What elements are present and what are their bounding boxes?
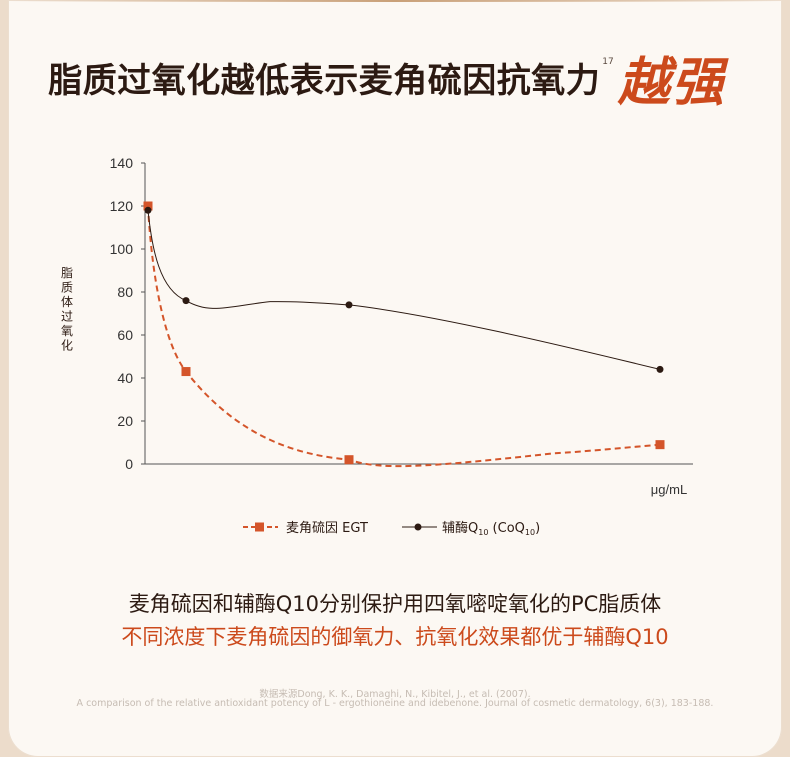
- y-tick-label: 80: [117, 284, 133, 300]
- series-coq10-line: [147, 210, 661, 370]
- headline: 脂质过氧化越低表示麦角硫因抗氧力 17越强: [0, 40, 774, 115]
- y-axis-label-char: 化: [61, 339, 73, 353]
- y-tick-label: 100: [110, 241, 134, 257]
- top-divider: [8, 0, 782, 2]
- coq10-point: [144, 206, 152, 214]
- y-tick-label: 140: [110, 155, 134, 171]
- content-card: [8, 0, 782, 757]
- y-tick-label: 0: [125, 456, 133, 472]
- y-tick-label: 20: [117, 413, 133, 429]
- egt-point: [181, 367, 191, 377]
- y-axis-label-char: 氧: [61, 324, 73, 338]
- legend-egt-marker: [255, 522, 264, 532]
- coq10-point: [182, 297, 190, 305]
- legend-coq10-label: 辅酶Q10 (CoQ10): [442, 520, 540, 537]
- coq10-point: [656, 365, 664, 373]
- y-tick-label: 60: [117, 327, 133, 343]
- headline-reference: 17: [602, 56, 614, 67]
- egt-point: [344, 455, 354, 465]
- legend-egt-label: 麦角硫因 EGT: [286, 521, 368, 536]
- caption-line-1: 麦角硫因和辅酶Q10分别保护用四氧嘧啶氧化的PC脂质体: [128, 592, 662, 616]
- headline-accent: 越强: [617, 53, 726, 113]
- y-axis-label-char: 脂: [61, 265, 73, 280]
- y-tick-label: 40: [117, 370, 133, 386]
- y-axis-label-char: 质: [61, 281, 73, 295]
- y-tick-label: 120: [110, 198, 134, 214]
- y-axis-label-char: 过: [61, 310, 73, 324]
- caption-line-2: 不同浓度下麦角硫因的御氧力、抗氧化效果都优于辅酶Q10: [121, 625, 669, 649]
- legend-coq10-marker: [414, 523, 422, 531]
- headline-main: 脂质过氧化越低表示麦角硫因抗氧力: [48, 61, 601, 101]
- x-axis-label: μg/mL: [651, 482, 687, 497]
- coq10-point: [345, 301, 353, 309]
- source-line-2: A comparison of the relative antioxidant…: [76, 698, 714, 709]
- egt-point: [655, 440, 665, 450]
- y-axis-label-char: 体: [61, 295, 73, 309]
- egt-point: [143, 201, 153, 211]
- source-line-1: 数据来源Dong, K. K., Damaghi, N., Kibitel, J…: [259, 689, 531, 700]
- series-egt-line: [147, 205, 661, 468]
